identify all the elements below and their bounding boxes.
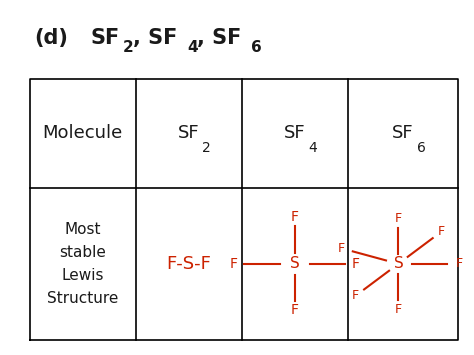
Text: , SF: , SF bbox=[197, 28, 241, 48]
Text: F: F bbox=[337, 242, 345, 255]
Text: SF: SF bbox=[91, 28, 120, 48]
Text: F: F bbox=[395, 303, 402, 316]
Text: stable: stable bbox=[59, 245, 106, 260]
Text: Molecule: Molecule bbox=[43, 125, 123, 142]
Text: S: S bbox=[290, 256, 300, 271]
Text: F: F bbox=[456, 257, 463, 270]
Text: Most: Most bbox=[64, 222, 101, 237]
Text: SF: SF bbox=[284, 125, 306, 142]
Text: F: F bbox=[352, 257, 359, 271]
Text: SF: SF bbox=[178, 125, 200, 142]
Text: SF: SF bbox=[392, 125, 414, 142]
Text: F: F bbox=[291, 303, 299, 317]
Text: 6: 6 bbox=[417, 141, 426, 154]
Text: 4: 4 bbox=[188, 40, 198, 55]
Text: F: F bbox=[291, 210, 299, 224]
Text: S: S bbox=[393, 256, 403, 271]
Text: 6: 6 bbox=[251, 40, 262, 55]
Text: 2: 2 bbox=[123, 40, 134, 55]
Text: (d): (d) bbox=[35, 28, 68, 48]
Text: F-S-F: F-S-F bbox=[166, 255, 211, 273]
Text: F: F bbox=[230, 257, 238, 271]
Text: F: F bbox=[352, 289, 359, 302]
Text: F: F bbox=[438, 225, 445, 238]
Text: Lewis: Lewis bbox=[62, 268, 104, 283]
Text: , SF: , SF bbox=[133, 28, 178, 48]
Text: 4: 4 bbox=[308, 141, 317, 154]
Text: Structure: Structure bbox=[47, 291, 118, 306]
Text: F: F bbox=[395, 212, 402, 225]
Text: 2: 2 bbox=[202, 141, 211, 154]
